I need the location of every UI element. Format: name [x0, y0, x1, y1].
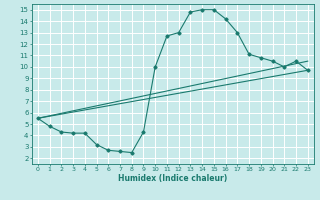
X-axis label: Humidex (Indice chaleur): Humidex (Indice chaleur) — [118, 174, 228, 183]
